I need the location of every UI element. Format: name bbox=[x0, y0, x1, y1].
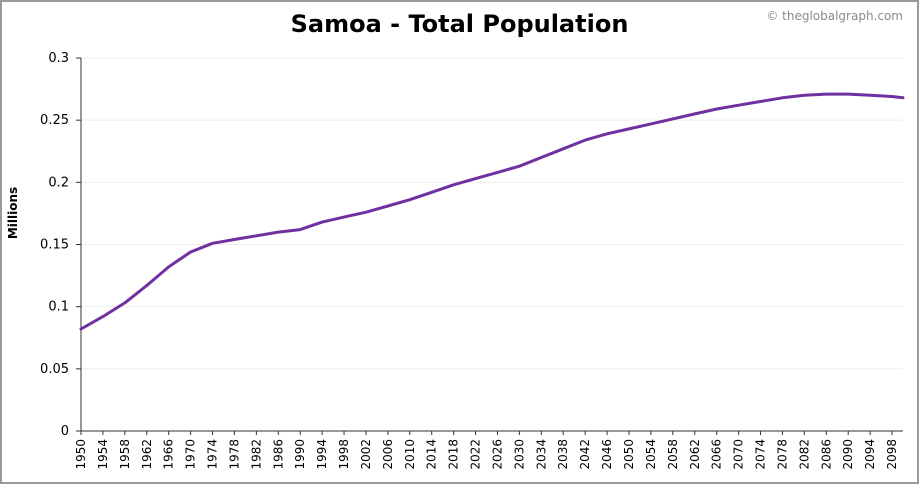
x-tick-label: 1998 bbox=[337, 439, 351, 470]
x-tick-label: 2038 bbox=[556, 439, 570, 470]
x-tick-label: 2066 bbox=[710, 439, 724, 470]
y-tick-label: 0.05 bbox=[40, 362, 69, 377]
y-tick-label: 0.3 bbox=[48, 51, 69, 66]
x-tick-label: 1958 bbox=[118, 439, 132, 470]
x-tick-label: 2018 bbox=[447, 439, 461, 470]
x-tick-label: 2050 bbox=[622, 439, 636, 470]
x-tick-label: 2042 bbox=[578, 439, 592, 470]
x-tick-label: 1978 bbox=[227, 439, 241, 470]
x-tick-label: 2046 bbox=[600, 439, 614, 470]
x-tick-label: 2070 bbox=[732, 439, 746, 470]
x-tick-label: 2022 bbox=[469, 439, 483, 470]
series-group bbox=[79, 92, 905, 331]
x-tick-label: 2030 bbox=[512, 439, 526, 470]
axes bbox=[76, 57, 903, 435]
chart-title: Samoa - Total Population bbox=[290, 10, 629, 38]
grid-lines bbox=[81, 57, 903, 370]
x-tick-label: 1962 bbox=[140, 439, 154, 470]
x-tick-label: 1990 bbox=[293, 439, 307, 470]
y-tick-label: 0.25 bbox=[40, 113, 69, 128]
x-tick-label: 2034 bbox=[534, 439, 548, 470]
x-tick-label: 2010 bbox=[403, 439, 417, 470]
x-tick-label: 2058 bbox=[666, 439, 680, 470]
x-tick-label: 2090 bbox=[841, 439, 855, 470]
x-tick-label: 1970 bbox=[184, 439, 198, 470]
y-tick-label: 0 bbox=[61, 424, 69, 439]
x-tick-label: 1966 bbox=[162, 439, 176, 470]
x-tick-label: 2006 bbox=[381, 439, 395, 470]
x-tick-label: 1986 bbox=[271, 439, 285, 470]
y-tick-label: 0.15 bbox=[40, 238, 69, 253]
x-tick-label: 2026 bbox=[490, 439, 504, 470]
x-tick-label: 2078 bbox=[775, 439, 789, 470]
x-tick-label: 1982 bbox=[249, 439, 263, 470]
x-tick-label: 2098 bbox=[885, 439, 899, 470]
x-tick-label: 2086 bbox=[819, 439, 833, 470]
x-tick-label: 1974 bbox=[206, 439, 220, 470]
x-tick-label: 2002 bbox=[359, 439, 373, 470]
x-tick-label: 1950 bbox=[74, 439, 88, 470]
credit-text[interactable]: © theglobalgraph.com bbox=[766, 9, 903, 23]
series-line bbox=[79, 92, 905, 331]
x-tick-label: 1994 bbox=[315, 439, 329, 470]
x-tick-label: 2074 bbox=[754, 439, 768, 470]
x-tick-label: 2082 bbox=[797, 439, 811, 470]
x-tick-label: 2094 bbox=[863, 439, 877, 470]
x-tick-label: 1954 bbox=[96, 439, 110, 470]
y-tick-labels: 0 0.05 0.1 0.15 0.2 0.25 0.3 bbox=[40, 51, 69, 439]
x-tick-label: 2014 bbox=[425, 439, 439, 470]
x-tick-labels: 1950 1954 1958 1962 1966 1970 1974 1978 1982 1986… bbox=[74, 439, 899, 470]
y-tick-label: 0.1 bbox=[48, 300, 69, 315]
x-tick-label: 2062 bbox=[688, 439, 702, 470]
y-tick-label: 0.2 bbox=[48, 175, 69, 190]
x-tick-label: 2054 bbox=[644, 439, 658, 470]
